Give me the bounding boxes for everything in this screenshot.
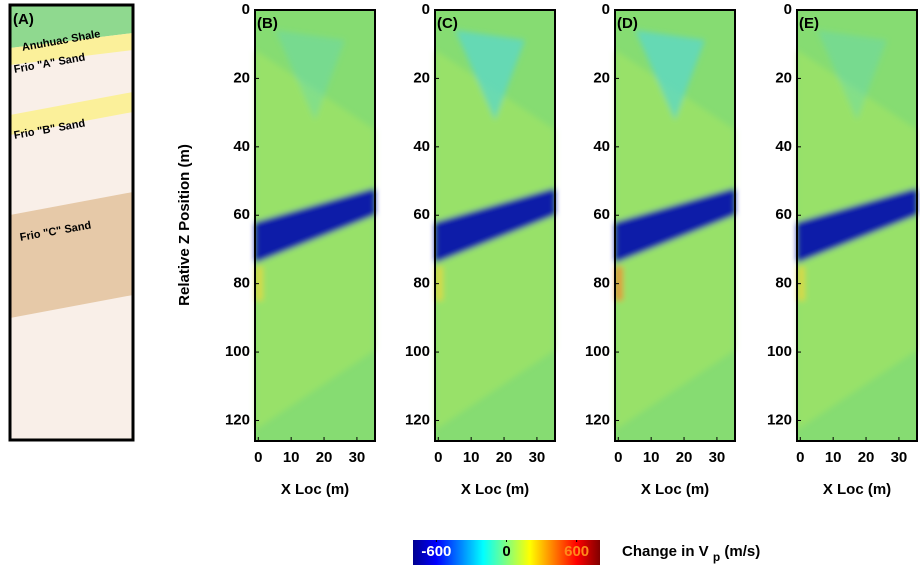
x-tick-label: 10 bbox=[463, 449, 480, 466]
tomogram-texture bbox=[255, 30, 375, 430]
tomogram-feature bbox=[255, 50, 375, 430]
tomogram-feature bbox=[797, 50, 917, 430]
y-tick-label: 80 bbox=[233, 275, 250, 292]
layer-sand-c bbox=[10, 192, 133, 318]
x-tick-label: 30 bbox=[891, 449, 908, 466]
tomogram-texture bbox=[797, 30, 917, 430]
y-tick-label: 40 bbox=[413, 138, 430, 155]
y-tick-label: 80 bbox=[775, 275, 792, 292]
panel-frame bbox=[434, 9, 556, 442]
y-tick-label: 40 bbox=[775, 138, 792, 155]
x-axis-title: X Loc (m) bbox=[641, 481, 709, 498]
y-tick-label: 60 bbox=[593, 206, 610, 223]
y-tick-label: 120 bbox=[225, 411, 250, 428]
y-tick-label: 120 bbox=[767, 411, 792, 428]
tomogram-feature bbox=[797, 187, 917, 264]
panel-label: (A) bbox=[13, 11, 34, 28]
colorbar bbox=[413, 540, 600, 565]
y-tick-label: 40 bbox=[233, 138, 250, 155]
tomogram-feature bbox=[435, 50, 555, 430]
x-tick-label: 20 bbox=[316, 449, 333, 466]
x-tick-label: 10 bbox=[643, 449, 660, 466]
panel-label: (E) bbox=[799, 15, 819, 32]
x-tick-label: 30 bbox=[529, 449, 546, 466]
tomogram-panel: (C) 0 20 40 60 80 100 120 0 10 20 30X Loc (m) bbox=[405, 1, 556, 498]
y-tick-label: 120 bbox=[405, 411, 430, 428]
x-tick-label: 0 bbox=[796, 449, 804, 466]
x-tick-label: 10 bbox=[283, 449, 300, 466]
panel-frame bbox=[614, 9, 736, 442]
tomogram-panel: (E) 0 20 40 60 80 100 120 0 10 20 30X Loc (m) bbox=[767, 1, 918, 498]
x-tick-label: 30 bbox=[349, 449, 366, 466]
y-tick-label: 0 bbox=[242, 1, 250, 18]
y-axis-title: Relative Z Position (m) bbox=[176, 144, 193, 306]
colorbar-tick-label: 0 bbox=[502, 543, 510, 560]
y-tick-label: 60 bbox=[233, 206, 250, 223]
x-tick-label: 30 bbox=[709, 449, 726, 466]
y-tick-label: 0 bbox=[422, 1, 430, 18]
y-tick-label: 100 bbox=[767, 343, 792, 360]
y-tick-label: 0 bbox=[784, 1, 792, 18]
y-tick-label: 80 bbox=[593, 275, 610, 292]
y-tick-label: 60 bbox=[413, 206, 430, 223]
x-tick-label: 0 bbox=[614, 449, 622, 466]
tomogram-feature bbox=[817, 30, 887, 120]
y-tick-label: 80 bbox=[413, 275, 430, 292]
tomogram-feature bbox=[635, 30, 705, 120]
tomogram-feature bbox=[435, 187, 555, 264]
x-tick-label: 20 bbox=[496, 449, 513, 466]
tomogram-texture bbox=[615, 30, 735, 430]
colorbar-tick-label: 600 bbox=[564, 543, 589, 560]
y-tick-label: 60 bbox=[775, 206, 792, 223]
panel-label: (C) bbox=[437, 15, 458, 32]
y-tick-label: 120 bbox=[585, 411, 610, 428]
y-tick-label: 20 bbox=[593, 69, 610, 86]
y-tick-label: 100 bbox=[585, 343, 610, 360]
panel-label: (B) bbox=[257, 15, 278, 32]
y-tick-label: 20 bbox=[775, 69, 792, 86]
x-axis-title: X Loc (m) bbox=[281, 481, 349, 498]
tomogram-feature bbox=[615, 187, 735, 264]
panel-label: (D) bbox=[617, 15, 638, 32]
y-tick-label: 100 bbox=[405, 343, 430, 360]
y-tick-label: 20 bbox=[413, 69, 430, 86]
x-tick-label: 20 bbox=[858, 449, 875, 466]
x-axis-title: X Loc (m) bbox=[461, 481, 529, 498]
tomogram-feature bbox=[615, 50, 735, 430]
strat-column: (A) Anuhuac Shale Frio "A" Sand Frio "B"… bbox=[8, 3, 135, 442]
colorbar-title: Change in V p (m/s) bbox=[622, 543, 760, 565]
panel-frame bbox=[254, 9, 376, 442]
tomogram-panel: (B) 0 20 40 60 80 100 120 0 10 20 30X Loc (m) bbox=[225, 1, 376, 498]
tomogram-feature bbox=[275, 30, 345, 120]
y-tick-label: 0 bbox=[602, 1, 610, 18]
x-tick-label: 10 bbox=[825, 449, 842, 466]
x-axis-title: X Loc (m) bbox=[823, 481, 891, 498]
y-tick-label: 40 bbox=[593, 138, 610, 155]
colorbar-tick-label: -600 bbox=[421, 543, 451, 560]
layer-sand-b bbox=[10, 92, 133, 135]
y-tick-label: 100 bbox=[225, 343, 250, 360]
x-tick-label: 0 bbox=[254, 449, 262, 466]
x-tick-label: 20 bbox=[676, 449, 693, 466]
tomogram-feature bbox=[255, 187, 375, 264]
tomogram-panel: (D) 0 20 40 60 80 100 120 0 10 20 30X Loc (m) bbox=[585, 1, 736, 498]
x-tick-label: 0 bbox=[434, 449, 442, 466]
layer-shale bbox=[10, 5, 133, 48]
panel-frame bbox=[796, 9, 918, 442]
y-tick-label: 20 bbox=[233, 69, 250, 86]
tomogram-feature bbox=[455, 30, 525, 120]
layer-sand-a bbox=[10, 33, 133, 65]
column-frame bbox=[8, 3, 135, 442]
